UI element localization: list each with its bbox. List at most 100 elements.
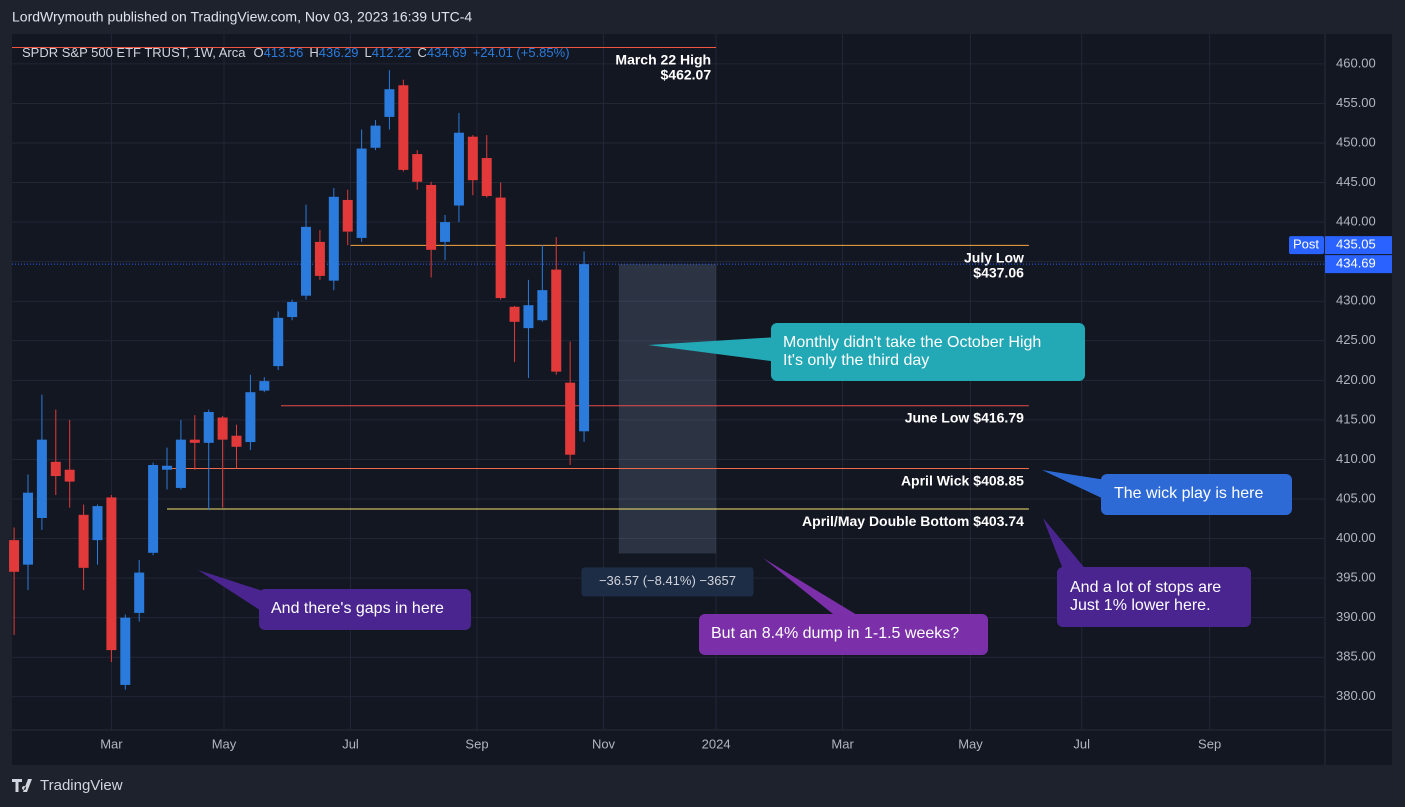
y-tick-label: 460.00 [1336, 55, 1376, 70]
y-tick-label: 415.00 [1336, 411, 1376, 426]
callout-text: But an 8.4% dump in 1-1.5 weeks? [711, 625, 959, 642]
x-tick-label: Jul [1073, 736, 1090, 751]
candle-body [78, 514, 89, 568]
post-price-label: 435.05 [1336, 237, 1376, 252]
x-tick-label: Jul [342, 736, 359, 751]
y-tick-label: 410.00 [1336, 451, 1376, 466]
footer-logo: TradingView [12, 777, 123, 794]
candle-body [9, 540, 20, 572]
callout-box [1057, 567, 1251, 627]
candle-body [551, 269, 562, 372]
o-letter: O [253, 45, 263, 60]
footer-brand: TradingView [40, 777, 123, 794]
level-label: July Low $437.06 [964, 249, 1024, 280]
o-value: 413.56 [264, 45, 304, 60]
candle-body [301, 226, 312, 296]
candle-body [453, 132, 464, 206]
x-tick-label: May [212, 736, 237, 751]
candle-body [537, 290, 548, 321]
candle-body [245, 392, 256, 443]
candle-body [509, 306, 520, 322]
candle-body [162, 465, 173, 470]
y-tick-label: 420.00 [1336, 372, 1376, 387]
candle-body [287, 302, 298, 318]
level-name: April/May Double Bottom [802, 513, 969, 529]
candle-body [342, 199, 353, 232]
candle-body [64, 469, 75, 482]
candle-body [495, 197, 506, 299]
y-tick-label: 440.00 [1336, 214, 1376, 229]
callout: But an 8.4% dump in 1-1.5 weeks? [699, 558, 988, 655]
callout-pointer [1042, 470, 1106, 500]
y-tick-label: 405.00 [1336, 490, 1376, 505]
measure-range [618, 264, 717, 554]
callout-text: Just 1% lower here. [1070, 597, 1211, 614]
callout-pointer [198, 570, 266, 614]
plot: −36.57 (−8.41%) −3657 March 22 High $462.0… [9, 47, 1325, 690]
level-label: March 22 High $462.07 [615, 51, 711, 82]
level-value: $403.74 [973, 513, 1024, 529]
callout-box [259, 589, 471, 630]
c-letter: C [418, 45, 427, 60]
x-tick-label: Mar [831, 736, 854, 751]
candle-body [565, 382, 576, 455]
l-value: 412.22 [372, 45, 412, 60]
y-tick-label: 455.00 [1336, 95, 1376, 110]
candle-body [398, 85, 409, 170]
level-name: March 22 High [615, 51, 711, 67]
level-label: April Wick $408.85 [901, 472, 1024, 488]
symbol: SPDR S&P 500 ETF TRUST, 1W, Arca [22, 45, 246, 60]
callout: Monthly didn't take the October HighIt's… [648, 323, 1085, 381]
candle-body [440, 222, 451, 242]
candle-body [523, 305, 534, 329]
level-value: $416.79 [973, 409, 1024, 425]
last-price-tag [1325, 255, 1392, 274]
level-name: July Low [964, 249, 1024, 265]
candle-body [134, 572, 145, 613]
callout-box [1101, 474, 1292, 515]
level-name: June Low [905, 409, 970, 425]
level-value: $437.06 [973, 264, 1024, 280]
candle-body [50, 461, 61, 477]
x-tick-label: Sep [1198, 736, 1221, 751]
y-tick-label: 425.00 [1336, 332, 1376, 347]
callout-box [771, 323, 1085, 381]
callout-box [699, 614, 988, 655]
x-tick-label: Sep [465, 736, 488, 751]
y-tick-label: 400.00 [1336, 530, 1376, 545]
c-value: 434.69 [427, 45, 467, 60]
candle-body [203, 411, 214, 443]
callout-text: It's only the third day [783, 352, 929, 369]
measure-label-box [581, 567, 754, 597]
post-tag: Post [1293, 237, 1319, 252]
level-label: June Low $416.79 [905, 409, 1024, 425]
callout-pointer [1043, 518, 1088, 572]
candle-body [92, 506, 103, 541]
x-tick-label: Mar [100, 736, 123, 751]
h-value: 436.29 [319, 45, 359, 60]
candle-body [384, 89, 395, 117]
x-tick-label: Nov [592, 736, 616, 751]
candle-body [426, 184, 437, 250]
candle-body [36, 439, 47, 518]
chart-legend: SPDR S&P 500 ETF TRUST, 1W, Arca O413.56 H… [22, 45, 570, 60]
level-value: $462.07 [661, 66, 712, 82]
candle-body [106, 497, 117, 651]
candle-body [22, 492, 33, 565]
change: +24.01 (+5.85%) [473, 45, 570, 60]
candle-body [412, 154, 423, 182]
callout-pointer [763, 558, 862, 618]
level-value: $408.85 [973, 472, 1024, 488]
y-tick-label: 380.00 [1336, 688, 1376, 703]
callout-text: The wick play is here [1114, 485, 1263, 502]
measure-label: −36.57 (−8.41%) −3657 [599, 573, 736, 588]
h-letter: H [309, 45, 318, 60]
callout-text: Monthly didn't take the October High [783, 334, 1041, 351]
candle-body [481, 158, 492, 197]
candle-body [217, 417, 228, 440]
x-tick-label: May [958, 736, 983, 751]
level-label: April/May Double Bottom $403.74 [802, 513, 1024, 529]
candle-body [328, 196, 339, 281]
candle-body [120, 617, 131, 685]
